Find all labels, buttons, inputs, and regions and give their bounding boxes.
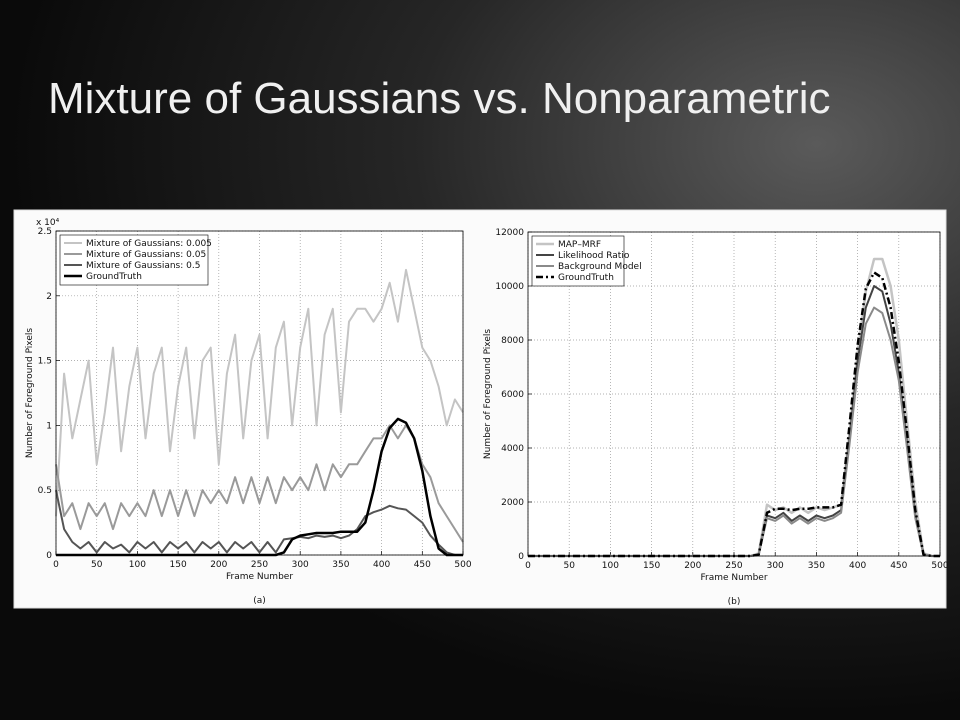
y-multiplier: x 10⁴ [36,218,60,228]
x-tick-label: 500 [454,560,471,570]
legend-label: Mixture of Gaussians: 0.5 [86,261,200,271]
x-tick-label: 300 [767,561,784,571]
legend-label: Likelihood Ratio [558,251,630,261]
y-tick-label: 0 [518,552,524,562]
x-tick-label: 350 [808,561,825,571]
caption: (a) [253,596,266,606]
series-line [55,424,464,543]
x-axis-label: Frame Number [226,572,293,582]
series-line [55,489,463,556]
x-tick-label: 50 [91,560,103,570]
y-axis-label: Number of Foreground Pixels [25,328,35,458]
y-tick-label: 2 [46,292,52,302]
x-tick-label: 100 [129,560,146,570]
legend-label: Mixture of Gaussians: 0.05 [86,250,206,260]
x-tick-label: 200 [684,561,701,571]
y-tick-label: 4000 [501,444,524,454]
y-tick-label: 2000 [501,498,524,508]
legend-label: Background Model [558,262,642,272]
x-tick-label: 150 [643,561,660,571]
legend-box [59,234,209,286]
x-tick-label: 100 [602,561,619,571]
x-tick-label: 450 [414,560,431,570]
x-tick-label: 250 [251,560,268,570]
axes-frame [55,230,464,556]
y-tick-label: 1 [46,421,52,431]
x-tick-label: 250 [725,561,742,571]
legend-label: MAP–MRF [558,240,601,250]
x-tick-label: 0 [525,561,531,571]
y-tick-label: 0 [46,551,52,561]
series-line [55,268,464,517]
x-tick-label: 300 [292,560,309,570]
y-axis-label: Number of Foreground Pixels [483,329,493,459]
x-tick-label: 0 [53,560,59,570]
x-tick-label: 500 [931,561,948,571]
x-axis-label: Frame Number [700,573,767,583]
legend-label: GroundTruth [86,272,142,282]
y-tick-label: 8000 [501,336,524,346]
x-tick-label: 400 [373,560,390,570]
x-tick-label: 200 [210,560,227,570]
x-tick-label: 150 [170,560,187,570]
x-tick-label: 50 [563,561,575,571]
y-tick-label: 2.5 [38,227,52,237]
y-tick-label: 10000 [495,282,524,292]
y-tick-label: 6000 [501,390,524,400]
y-tick-label: 12000 [495,228,524,238]
slide-title: Mixture of Gaussians vs. Nonparametric [48,74,831,123]
axes-frame [527,231,941,557]
y-tick-label: 0.5 [38,486,52,496]
x-tick-label: 400 [849,561,866,571]
x-tick-label: 350 [332,560,349,570]
x-tick-label: 450 [890,561,907,571]
legend-label: Mixture of Gaussians: 0.005 [86,239,212,249]
legend-label: GroundTruth [558,273,614,283]
y-tick-label: 1.5 [38,357,52,367]
caption: (b) [728,597,741,607]
